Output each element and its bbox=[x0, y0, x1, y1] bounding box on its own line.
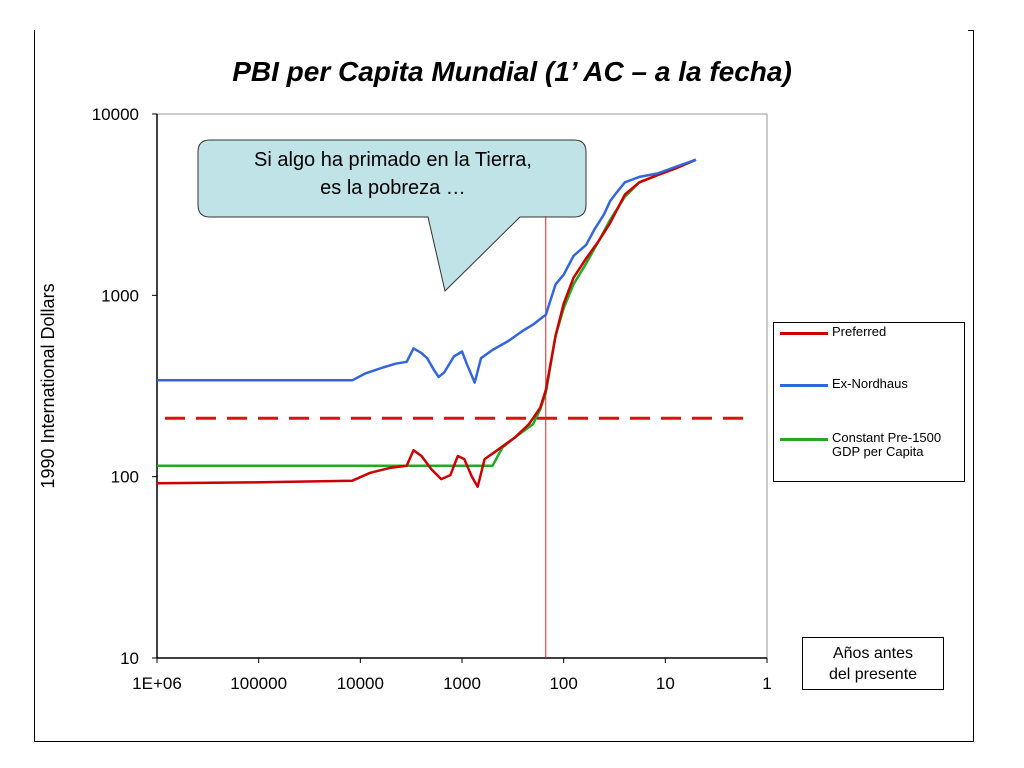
x-tick-label: 1000 bbox=[443, 674, 481, 693]
legend-swatch-ex-nordhaus bbox=[780, 384, 828, 387]
axis-note-box: Años antes del presente bbox=[802, 637, 944, 690]
y-axis-label: 1990 International Dollars bbox=[38, 283, 58, 488]
reference-lines bbox=[165, 216, 752, 658]
y-tick-label: 10000 bbox=[92, 105, 139, 124]
x-tick-label: 1 bbox=[762, 674, 771, 693]
slide-frame bbox=[34, 30, 974, 742]
speech-bubble-text: Si algo ha primado en la Tierra, es la po… bbox=[254, 149, 532, 199]
series-line-ex-nordhaus bbox=[157, 158, 697, 384]
speech-bubble bbox=[197, 139, 587, 292]
x-tick-label: 10 bbox=[656, 674, 675, 693]
series-line-preferred bbox=[156, 158, 697, 488]
axis-note-text: Años antes del presente bbox=[828, 644, 918, 683]
x-tick-label: 100 bbox=[549, 674, 577, 693]
y-tick-label: 100 bbox=[111, 468, 139, 487]
x-tick-label: 1E+06 bbox=[132, 674, 182, 693]
legend-swatch-constant bbox=[780, 438, 828, 441]
slide-frame-right-edge bbox=[973, 30, 974, 742]
legend-label-constant: Constant Pre-1500 GDP per Capita bbox=[832, 431, 942, 459]
slide-frame-corner bbox=[968, 30, 974, 31]
y-tick-label: 1000 bbox=[101, 286, 139, 305]
y-tick-label: 10 bbox=[120, 649, 139, 668]
legend-label-preferred: Preferred bbox=[832, 324, 887, 339]
series-lines bbox=[156, 158, 697, 488]
x-tick-label: 100000 bbox=[230, 674, 287, 693]
axes: 10000 1000 100 10 1E+06 100000 10000 1000 100 10 1… bbox=[38, 105, 772, 693]
legend-swatch-preferred bbox=[780, 332, 828, 335]
legend-label-ex-nordhaus: Ex-Nordhaus bbox=[832, 376, 908, 391]
legend: Preferred Ex-Nordhaus Constant Pre-1500 … bbox=[773, 322, 965, 482]
legend-item-constant: Constant Pre-1500 GDP per Capita bbox=[780, 431, 958, 479]
legend-item-preferred: Preferred bbox=[780, 325, 958, 339]
speech-bubble-shape bbox=[197, 139, 587, 292]
legend-item-ex-nordhaus: Ex-Nordhaus bbox=[780, 377, 958, 391]
chart-title: PBI per Capita Mundial (1’ AC – a la fec… bbox=[232, 56, 792, 87]
x-tick-label: 10000 bbox=[337, 674, 384, 693]
